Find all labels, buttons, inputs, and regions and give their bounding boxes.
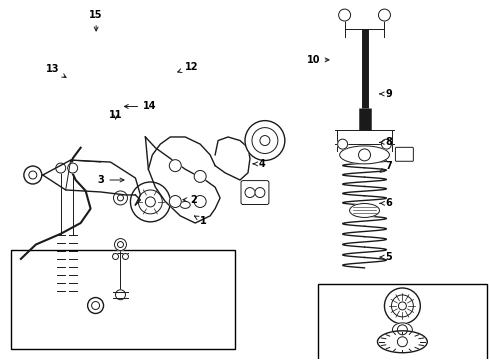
Text: 3: 3: [98, 175, 124, 185]
Text: 12: 12: [178, 62, 198, 72]
FancyBboxPatch shape: [241, 181, 269, 204]
Ellipse shape: [349, 203, 379, 217]
Ellipse shape: [180, 201, 190, 208]
Circle shape: [115, 239, 126, 251]
Text: 11: 11: [109, 111, 122, 121]
Ellipse shape: [392, 323, 413, 337]
Bar: [11, 250, 235, 349]
Circle shape: [88, 298, 103, 314]
Text: 1: 1: [195, 216, 207, 226]
Ellipse shape: [340, 146, 390, 164]
Circle shape: [338, 139, 347, 149]
Bar: [318, 284, 487, 360]
Circle shape: [245, 188, 255, 198]
Circle shape: [169, 160, 181, 172]
Text: 13: 13: [46, 64, 66, 77]
Circle shape: [255, 188, 265, 198]
Text: 5: 5: [380, 252, 392, 262]
Circle shape: [194, 195, 206, 207]
Circle shape: [56, 163, 66, 173]
Text: 9: 9: [380, 89, 392, 99]
Text: 8: 8: [380, 138, 392, 147]
Circle shape: [130, 182, 171, 222]
Circle shape: [113, 253, 119, 260]
Ellipse shape: [377, 331, 427, 353]
Circle shape: [378, 9, 391, 21]
Circle shape: [339, 9, 350, 21]
Circle shape: [116, 290, 125, 300]
Text: 4: 4: [253, 159, 266, 169]
Circle shape: [122, 253, 128, 260]
Circle shape: [114, 191, 127, 205]
FancyBboxPatch shape: [395, 147, 414, 161]
Text: 6: 6: [380, 198, 392, 208]
Text: 14: 14: [124, 102, 157, 112]
Circle shape: [359, 149, 370, 161]
Circle shape: [382, 139, 392, 149]
Text: 15: 15: [89, 10, 103, 31]
Circle shape: [245, 121, 285, 161]
Text: 7: 7: [380, 161, 392, 172]
Text: 10: 10: [307, 55, 329, 65]
Circle shape: [24, 166, 42, 184]
Circle shape: [385, 288, 420, 324]
Circle shape: [68, 163, 77, 173]
Circle shape: [169, 195, 181, 207]
Text: 2: 2: [183, 195, 197, 205]
Circle shape: [194, 170, 206, 183]
